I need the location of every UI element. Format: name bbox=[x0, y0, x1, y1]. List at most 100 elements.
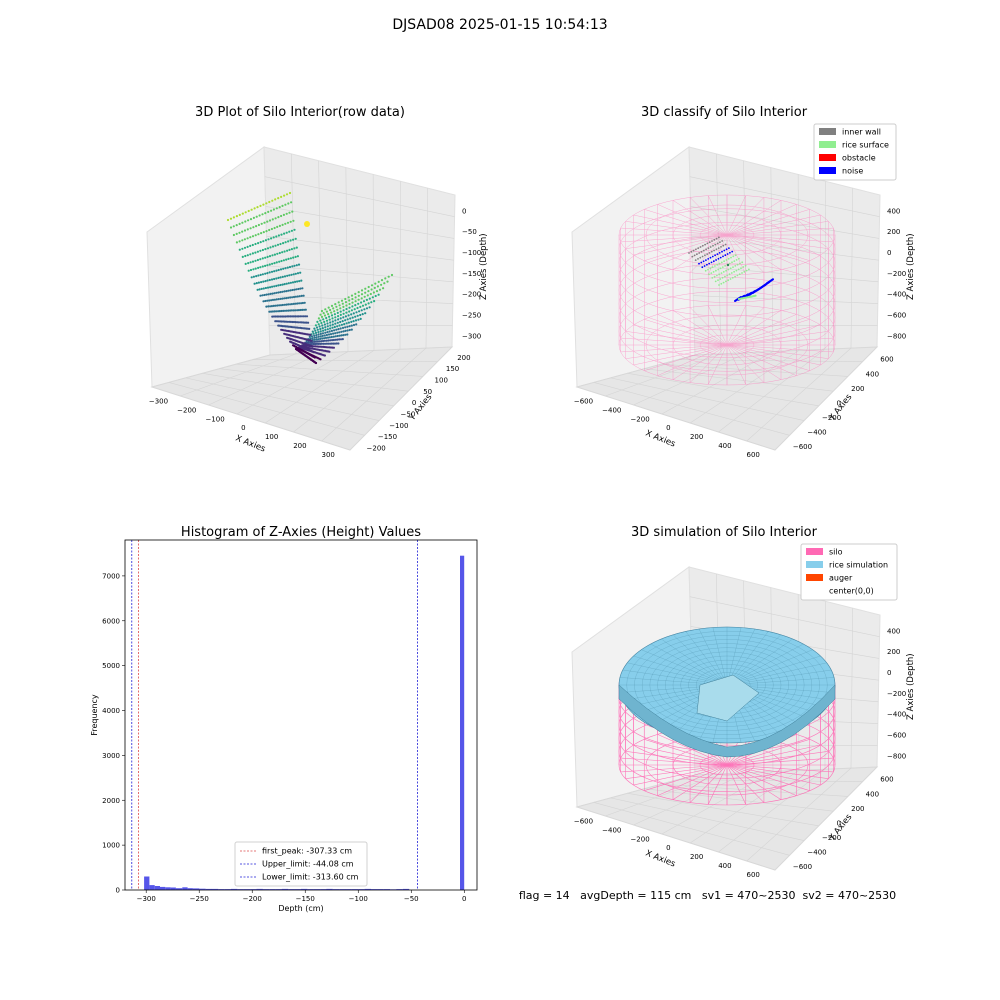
data-point bbox=[311, 345, 314, 348]
data-point bbox=[296, 272, 300, 275]
histogram-bar bbox=[332, 889, 340, 890]
x-tick-label: 0 bbox=[462, 895, 466, 903]
histogram-bar bbox=[182, 887, 188, 890]
data-point bbox=[268, 219, 272, 222]
data-point bbox=[326, 322, 329, 325]
data-point bbox=[250, 276, 253, 279]
data-point bbox=[257, 223, 260, 227]
data-point bbox=[334, 316, 337, 319]
data-point bbox=[703, 265, 706, 267]
data-point bbox=[282, 242, 285, 245]
data-point bbox=[319, 319, 322, 322]
data-point bbox=[710, 261, 713, 264]
rice-mound bbox=[696, 674, 760, 722]
data-point bbox=[278, 251, 281, 255]
data-point bbox=[721, 240, 724, 242]
data-point bbox=[711, 266, 714, 269]
data-point bbox=[299, 308, 302, 312]
data-point bbox=[339, 317, 342, 320]
panel-simulation-title: 3D simulation of Silo Interior bbox=[631, 525, 818, 540]
data-point bbox=[251, 235, 255, 238]
data-point bbox=[345, 304, 348, 307]
histogram-bar bbox=[165, 887, 171, 890]
data-point bbox=[327, 342, 330, 345]
data-point bbox=[339, 327, 342, 330]
data-point bbox=[328, 346, 331, 349]
data-point bbox=[349, 317, 352, 320]
data-point bbox=[329, 339, 332, 342]
data-point bbox=[278, 206, 281, 209]
data-point bbox=[261, 265, 264, 268]
data-point bbox=[320, 340, 323, 343]
data-point bbox=[363, 295, 366, 298]
gridline bbox=[264, 350, 375, 424]
x-tick-label: −300 bbox=[149, 398, 168, 406]
data-point bbox=[316, 345, 319, 348]
data-point bbox=[336, 325, 339, 328]
rice-mesh-line bbox=[698, 628, 728, 686]
y-tick-label: 200 bbox=[851, 805, 864, 813]
data-point bbox=[297, 287, 300, 291]
data-point bbox=[715, 248, 718, 251]
data-point bbox=[322, 342, 325, 345]
data-point bbox=[345, 322, 348, 325]
data-point bbox=[305, 321, 308, 324]
data-point bbox=[260, 287, 263, 290]
data-point bbox=[722, 271, 725, 273]
x-tick-label: 600 bbox=[747, 451, 760, 459]
data-point bbox=[262, 231, 265, 234]
data-point bbox=[692, 249, 695, 252]
histogram-bar bbox=[154, 886, 160, 890]
data-point bbox=[266, 247, 270, 250]
data-point bbox=[290, 273, 293, 276]
data-point bbox=[303, 308, 306, 311]
x-tick-label: 400 bbox=[718, 442, 731, 450]
gridline bbox=[715, 153, 722, 354]
data-point bbox=[301, 287, 304, 290]
data-point bbox=[264, 212, 267, 215]
data-point bbox=[277, 315, 280, 318]
data-point bbox=[352, 323, 356, 327]
data-point bbox=[330, 314, 334, 317]
z-tick-label: −200 bbox=[462, 291, 481, 299]
x-tick-label: −200 bbox=[630, 835, 649, 843]
data-point bbox=[310, 342, 313, 346]
data-point bbox=[268, 278, 271, 282]
data-point bbox=[360, 293, 364, 296]
data-point bbox=[256, 250, 259, 253]
data-point bbox=[354, 292, 357, 295]
data-point bbox=[282, 320, 285, 323]
data-point bbox=[273, 253, 276, 256]
data-point bbox=[747, 293, 750, 296]
data-point bbox=[312, 332, 315, 335]
data-point bbox=[287, 303, 290, 306]
data-point bbox=[361, 304, 365, 307]
data-point bbox=[264, 248, 267, 251]
data-point bbox=[367, 290, 370, 293]
data-point bbox=[257, 233, 260, 236]
data-point bbox=[266, 299, 269, 302]
data-point bbox=[319, 342, 322, 345]
data-point bbox=[384, 277, 387, 280]
histogram-bar bbox=[243, 889, 251, 890]
legend-swatch-rice-surface bbox=[819, 141, 836, 148]
data-point bbox=[720, 282, 723, 285]
data-point bbox=[277, 291, 280, 294]
data-point bbox=[281, 275, 284, 278]
data-point bbox=[258, 214, 261, 217]
data-point bbox=[238, 231, 241, 234]
z-tick-label: 0 bbox=[462, 207, 466, 215]
data-point bbox=[246, 237, 249, 240]
data-point bbox=[275, 310, 278, 313]
data-point bbox=[326, 336, 330, 339]
data-point bbox=[283, 194, 286, 197]
x-axis-label: Depth (cm) bbox=[278, 904, 323, 913]
legend-label: rice surface bbox=[842, 141, 889, 150]
data-point bbox=[297, 321, 300, 324]
data-point bbox=[332, 346, 335, 349]
rice-mesh-line bbox=[672, 634, 728, 686]
data-point bbox=[286, 274, 289, 277]
gridline bbox=[593, 802, 790, 856]
z-tick-label: 200 bbox=[887, 228, 900, 236]
data-point bbox=[287, 309, 290, 312]
